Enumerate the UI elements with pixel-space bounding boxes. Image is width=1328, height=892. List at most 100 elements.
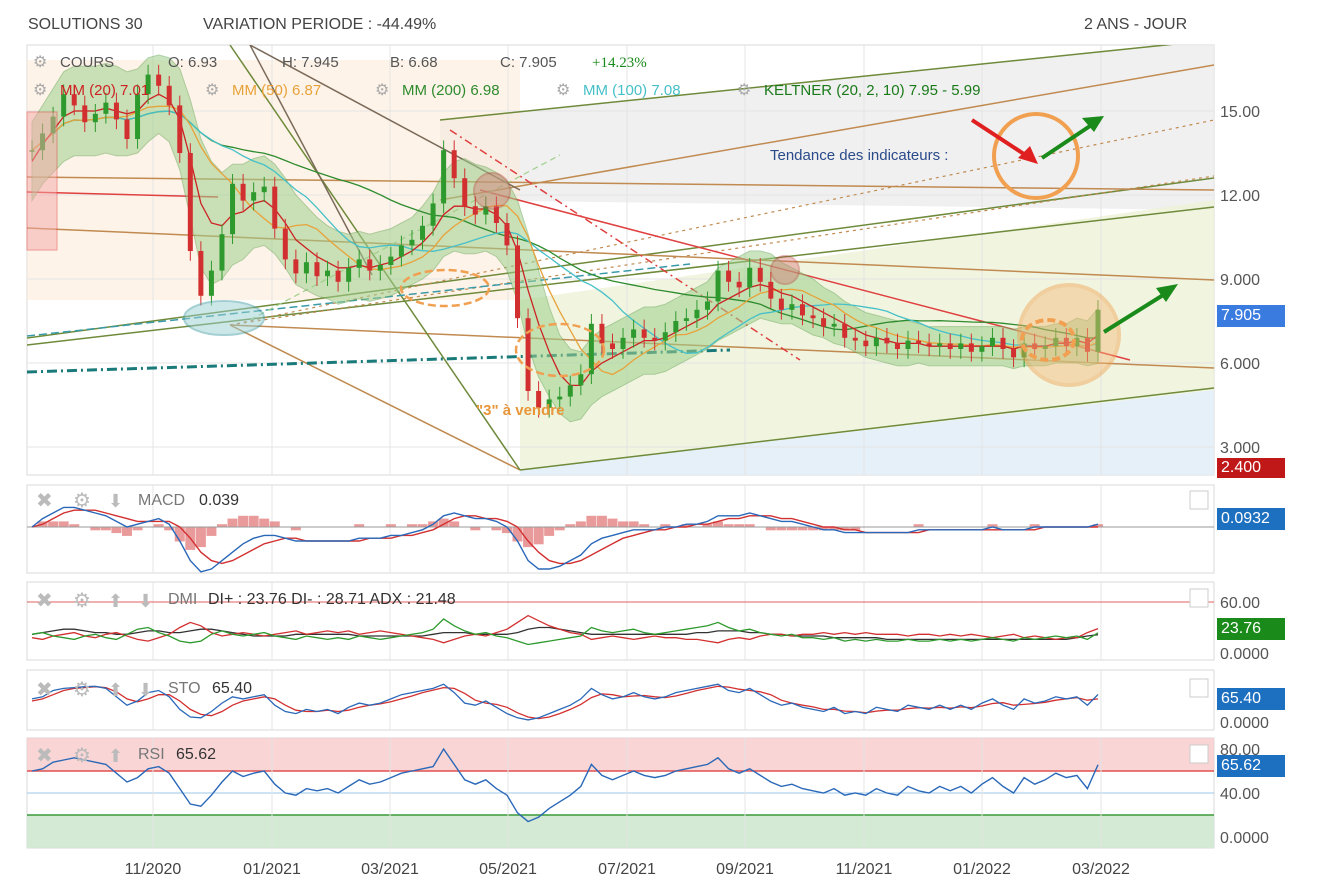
candle-body <box>1053 337 1059 347</box>
candle-body <box>1074 337 1080 347</box>
legend-mm50[interactable]: MM (50) 6.87 <box>232 82 321 99</box>
macd-histogram-bar <box>248 515 259 528</box>
macd-histogram-bar <box>565 524 576 528</box>
candle-body <box>673 321 679 333</box>
rsi-up-icon[interactable]: ⬆ <box>108 746 123 766</box>
rsi-header: ✖ ⚙ ⬆ RSI 65.62 <box>36 745 216 767</box>
legend-mm100[interactable]: MM (100) 7.08 <box>583 82 681 99</box>
macd-close-icon[interactable]: ✖ <box>36 490 53 512</box>
sto-close-icon[interactable]: ✖ <box>36 679 53 701</box>
macd-histogram-bar <box>216 524 227 528</box>
macd-histogram-bar <box>850 527 861 531</box>
dmi-label: DMI <box>168 591 197 608</box>
sto-label: STO <box>168 680 201 697</box>
rsi-checkbox[interactable] <box>1189 744 1209 764</box>
macd-label: MACD <box>138 492 185 509</box>
candle-body <box>1032 343 1038 349</box>
macd-plot <box>27 506 1214 573</box>
macd-histogram-bar <box>702 524 713 528</box>
dmi-gear-icon[interactable]: ⚙ <box>73 590 91 612</box>
rsi-value: 65.62 <box>176 746 216 763</box>
sto-panel-frame <box>26 669 1215 731</box>
candle-body <box>842 323 848 338</box>
macd-histogram-bar <box>776 527 787 531</box>
period-range[interactable]: 2 ANS - JOUR <box>1084 16 1188 33</box>
macd-histogram-bar <box>1029 524 1040 528</box>
dmi-checkbox[interactable] <box>1189 588 1209 608</box>
candle-body <box>113 102 119 120</box>
x-tick-label: 05/2021 <box>479 861 537 878</box>
sto-gear-icon[interactable]: ⚙ <box>73 679 91 701</box>
keltner-gear-icon[interactable]: ⚙ <box>737 82 751 99</box>
macd-histogram-bar <box>69 524 80 528</box>
macd-histogram-bar <box>121 527 132 536</box>
macd-histogram-bar <box>808 527 819 531</box>
legend-keltner[interactable]: KELTNER (20, 2, 10) 7.95 - 5.99 <box>764 82 981 99</box>
sto-last-box: 65.40 <box>1217 688 1285 710</box>
sto-checkbox[interactable] <box>1189 678 1209 698</box>
sto-y-tick: 0.0000 <box>1220 715 1269 732</box>
candle-body <box>346 267 352 282</box>
grid-lines <box>27 45 1214 848</box>
macd-histogram-bar <box>153 524 164 528</box>
mm50-gear-icon[interactable]: ⚙ <box>205 82 219 99</box>
macd-histogram-bar <box>628 521 639 528</box>
candle-body <box>1011 349 1017 358</box>
dmi-close-icon[interactable]: ✖ <box>36 590 53 612</box>
sto-down-icon[interactable]: ⬇ <box>138 680 153 700</box>
candle-body <box>810 315 816 319</box>
dmi-header: ✖ ⚙ ⬆ ⬇ DMI DI+ : 23.76 DI- : 28.71 ADX … <box>36 590 456 612</box>
mm20-gear-icon[interactable]: ⚙ <box>33 82 47 99</box>
rsi-line <box>31 747 1099 823</box>
legend-gear-icon[interactable]: ⚙ <box>33 54 47 71</box>
legend-cours[interactable]: COURS <box>60 54 114 71</box>
trend-line <box>229 175 1214 326</box>
macd-histogram-bar <box>575 521 586 528</box>
stock-name: SOLUTIONS 30 <box>28 16 143 33</box>
legend-mm200[interactable]: MM (200) 6.98 <box>402 82 500 99</box>
candle-body <box>156 74 162 86</box>
dmi-y-tick: 0.0000 <box>1220 646 1269 663</box>
macd-histogram-bar <box>449 521 460 528</box>
macd-histogram-bar <box>269 521 280 528</box>
candle-body <box>652 337 658 341</box>
price-y-tick: 9.000 <box>1220 272 1260 289</box>
mm100-gear-icon[interactable]: ⚙ <box>556 82 570 99</box>
legend-high: H: 7.945 <box>282 54 339 71</box>
price-y-tick: 3.000 <box>1220 440 1260 457</box>
candle-body <box>747 267 753 288</box>
trend-line <box>519 387 1214 471</box>
rsi-y-tick: 80.00 <box>1220 742 1260 759</box>
dmi-up-icon[interactable]: ⬆ <box>108 591 123 611</box>
candle-body <box>768 281 774 299</box>
dmi-plot <box>27 601 1214 646</box>
dmi-value: DI+ : 23.76 DI- : 28.71 ADX : 21.48 <box>208 591 456 608</box>
macd-histogram-bar <box>987 524 998 528</box>
legend-mm20[interactable]: MM (20) 7.01 <box>60 82 149 99</box>
macd-histogram-bar <box>100 527 111 531</box>
macd-down-icon[interactable]: ⬇ <box>108 491 123 511</box>
macd-histogram-bar <box>90 527 101 531</box>
candle-body <box>683 318 689 321</box>
macd-histogram-bar <box>512 527 523 542</box>
macd-histogram-bar <box>48 521 59 528</box>
mm200-gear-icon[interactable]: ⚙ <box>375 82 389 99</box>
candle-body <box>884 337 890 344</box>
candle-body <box>694 309 700 319</box>
macd-gear-icon[interactable]: ⚙ <box>73 490 91 512</box>
dmi-down-icon[interactable]: ⬇ <box>138 591 153 611</box>
candle-body <box>462 178 468 207</box>
candle-body <box>293 259 299 274</box>
macd-checkbox[interactable] <box>1189 490 1209 510</box>
candle-body <box>831 323 837 327</box>
candle-body <box>609 343 615 349</box>
sto-up-icon[interactable]: ⬆ <box>108 680 123 700</box>
macd-histogram-bar <box>195 527 206 548</box>
macd-histogram-bar <box>238 515 249 528</box>
rsi-gear-icon[interactable]: ⚙ <box>73 745 91 767</box>
trend-line <box>439 45 1173 121</box>
adx-line <box>31 626 1099 641</box>
candle-body <box>219 234 225 271</box>
rsi-close-icon[interactable]: ✖ <box>36 745 53 767</box>
